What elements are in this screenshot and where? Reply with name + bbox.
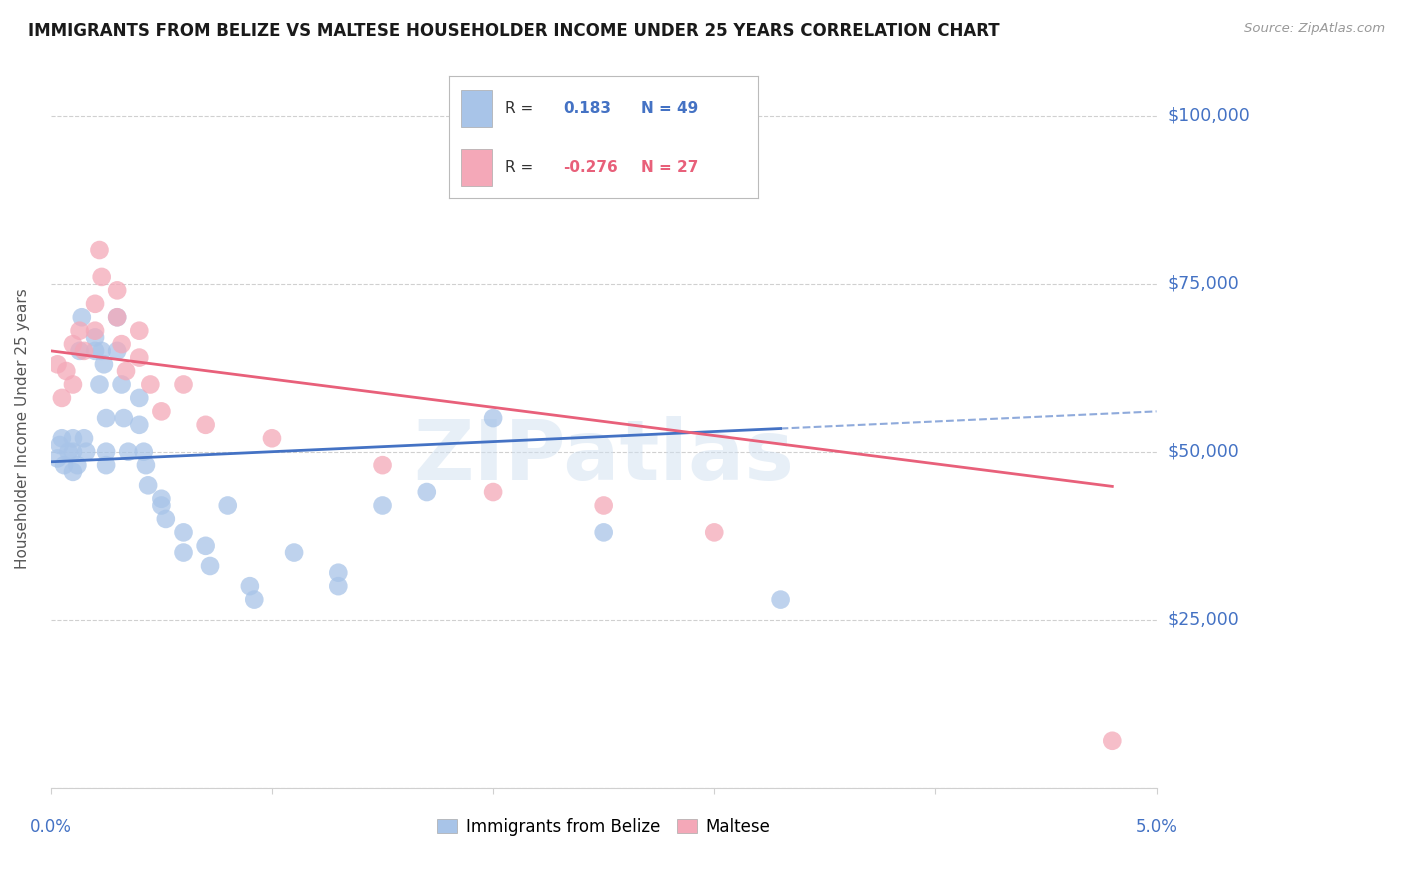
Point <box>260 431 283 445</box>
Point <box>73 431 96 445</box>
Point <box>84 297 107 311</box>
Text: $50,000: $50,000 <box>1167 442 1240 460</box>
Point <box>69 324 91 338</box>
Text: IMMIGRANTS FROM BELIZE VS MALTESE HOUSEHOLDER INCOME UNDER 25 YEARS CORRELATION : IMMIGRANTS FROM BELIZE VS MALTESE HOUSEH… <box>28 22 1000 40</box>
Point <box>128 391 150 405</box>
Point <box>94 458 117 472</box>
Point <box>62 377 84 392</box>
Point <box>90 343 112 358</box>
Point <box>328 579 350 593</box>
Point <box>84 324 107 338</box>
Text: Source: ZipAtlas.com: Source: ZipAtlas.com <box>1244 22 1385 36</box>
Point <box>239 579 262 593</box>
Point <box>105 284 128 298</box>
Point <box>70 310 93 325</box>
Point <box>46 357 69 371</box>
Point <box>150 499 173 513</box>
Point <box>155 512 177 526</box>
Point <box>73 343 96 358</box>
Point <box>416 485 439 500</box>
Point <box>62 431 84 445</box>
Point <box>217 499 239 513</box>
Point <box>173 377 195 392</box>
Point <box>75 444 97 458</box>
Text: $25,000: $25,000 <box>1167 611 1240 629</box>
Point <box>1101 733 1123 747</box>
Point <box>173 525 195 540</box>
Point <box>89 243 111 257</box>
Point <box>194 417 217 432</box>
Point <box>93 357 115 371</box>
Point <box>371 458 394 472</box>
Point <box>105 343 128 358</box>
Text: ZIPatlas: ZIPatlas <box>413 417 794 498</box>
Point <box>69 343 91 358</box>
Point <box>117 444 139 458</box>
Point <box>115 364 138 378</box>
Point <box>371 499 394 513</box>
Point <box>62 444 84 458</box>
Point <box>105 310 128 325</box>
Point <box>110 337 132 351</box>
Point <box>132 444 155 458</box>
Point <box>128 324 150 338</box>
Point <box>58 444 80 458</box>
Point <box>66 458 89 472</box>
Point <box>592 499 614 513</box>
Point <box>84 343 107 358</box>
Point <box>55 364 77 378</box>
Point <box>89 377 111 392</box>
Text: 5.0%: 5.0% <box>1136 818 1177 837</box>
Point <box>48 438 70 452</box>
Point <box>150 404 173 418</box>
Text: $100,000: $100,000 <box>1167 106 1250 125</box>
Text: $75,000: $75,000 <box>1167 275 1240 293</box>
Point <box>84 330 107 344</box>
Text: 0.0%: 0.0% <box>30 818 72 837</box>
Point <box>198 559 221 574</box>
Point <box>482 411 505 425</box>
Point <box>135 458 157 472</box>
Point <box>53 458 76 472</box>
Point <box>51 431 73 445</box>
Point <box>62 337 84 351</box>
Point <box>139 377 162 392</box>
Point <box>243 592 266 607</box>
Point <box>94 411 117 425</box>
Point <box>328 566 350 580</box>
Point <box>703 525 725 540</box>
Point <box>90 269 112 284</box>
Point <box>128 351 150 365</box>
Point <box>592 525 614 540</box>
Point <box>128 417 150 432</box>
Point <box>110 377 132 392</box>
Point <box>51 391 73 405</box>
Legend: Immigrants from Belize, Maltese: Immigrants from Belize, Maltese <box>429 810 779 844</box>
Point <box>482 485 505 500</box>
Point <box>194 539 217 553</box>
Point <box>46 451 69 466</box>
Point <box>112 411 135 425</box>
Point <box>283 545 305 559</box>
Point <box>62 465 84 479</box>
Point <box>150 491 173 506</box>
Y-axis label: Householder Income Under 25 years: Householder Income Under 25 years <box>15 288 30 568</box>
Point <box>173 545 195 559</box>
Point <box>769 592 792 607</box>
Point <box>94 444 117 458</box>
Point <box>136 478 159 492</box>
Point <box>105 310 128 325</box>
